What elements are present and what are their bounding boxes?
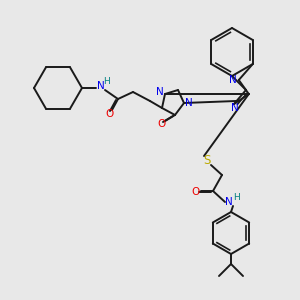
Text: O: O — [192, 187, 200, 197]
Text: N: N — [231, 103, 239, 113]
Text: O: O — [158, 119, 166, 129]
Text: N: N — [156, 87, 164, 97]
Text: H: H — [103, 77, 110, 86]
Text: N: N — [229, 75, 237, 85]
Text: S: S — [203, 154, 211, 167]
Text: N: N — [225, 197, 233, 207]
Text: O: O — [106, 109, 114, 119]
Text: H: H — [232, 193, 239, 202]
Text: N: N — [185, 98, 193, 108]
Text: N: N — [97, 81, 105, 91]
